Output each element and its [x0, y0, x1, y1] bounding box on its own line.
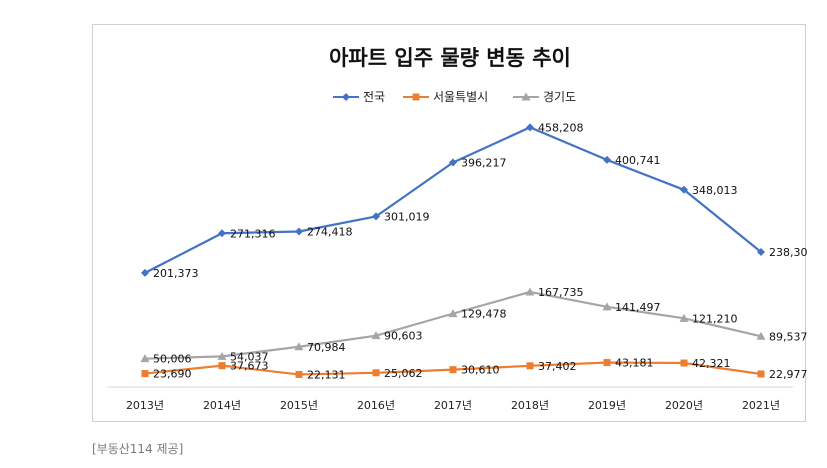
- data-point: [679, 313, 689, 322]
- image-caption: [부동산114 제공]: [92, 442, 184, 456]
- legend-marker-gyeonggi: [521, 92, 531, 101]
- data-point: [757, 370, 765, 378]
- legend-label-national: 전국: [363, 90, 385, 104]
- data-point: [218, 229, 226, 238]
- x-tick-label: 2017년: [434, 399, 472, 412]
- x-tick-label: 2016년: [357, 399, 395, 412]
- data-point: [525, 287, 535, 296]
- x-tick-label: 2018년: [511, 399, 549, 412]
- data-label: 89,537: [769, 330, 807, 343]
- data-point: [372, 212, 380, 221]
- data-label: 458,208: [538, 121, 584, 134]
- series-gyeonggi: 50,006 54,037 70,984 90,603 129,478 167,735 14…: [140, 286, 807, 366]
- data-label: 22,131: [307, 368, 346, 381]
- data-label: 400,741: [615, 154, 661, 167]
- data-label: 301,019: [384, 210, 430, 223]
- series-line-gyeonggi: [144, 290, 762, 360]
- data-point: [680, 359, 688, 367]
- data-label: 37,673: [230, 360, 269, 373]
- data-label: 42,321: [692, 357, 731, 370]
- data-label: 167,735: [538, 286, 584, 299]
- data-label: 22,977: [769, 368, 807, 381]
- data-point: [141, 268, 149, 277]
- data-point: [372, 369, 380, 377]
- data-label: 238,301: [769, 246, 807, 259]
- data-point: [448, 309, 458, 318]
- x-tick-labels: 2013년 2014년 2015년 2016년 2017년 2018년 2019년 2020년…: [126, 399, 780, 412]
- data-point: [756, 331, 766, 340]
- data-point: [680, 185, 688, 194]
- x-tick-label: 2021년: [742, 399, 780, 412]
- series-line-national: [144, 126, 762, 274]
- data-point: [526, 123, 534, 132]
- data-label: 129,478: [461, 308, 507, 321]
- data-label: 348,013: [692, 184, 738, 197]
- data-label: 90,603: [384, 330, 423, 343]
- data-label: 30,610: [461, 364, 500, 377]
- series-layer: 201,373 271,316 274,418 301,019 396,217 458,2…: [140, 121, 807, 381]
- x-tick-label: 2013년: [126, 399, 164, 412]
- data-point: [449, 158, 457, 167]
- legend-marker-seoul: [412, 93, 420, 101]
- data-point: [603, 155, 611, 164]
- chart-frame: 아파트 입주 물량 변동 추이 전국 서울특별시 경기도 201,373 271,31…: [92, 24, 807, 422]
- x-tick-label: 2014년: [203, 399, 241, 412]
- x-tick-label: 2020년: [665, 399, 703, 412]
- data-point: [757, 247, 765, 256]
- data-point: [295, 370, 303, 378]
- data-point: [603, 359, 611, 367]
- data-point: [141, 370, 149, 378]
- data-label: 43,181: [615, 357, 654, 370]
- data-point: [602, 302, 612, 311]
- data-label: 271,316: [230, 227, 276, 240]
- data-label: 274,418: [307, 225, 353, 238]
- data-point: [526, 362, 534, 370]
- data-label: 23,690: [153, 368, 192, 381]
- data-point: [295, 227, 303, 236]
- data-point: [371, 331, 381, 340]
- data-point: [218, 362, 226, 370]
- data-point: [449, 366, 457, 374]
- data-label: 201,373: [153, 267, 199, 280]
- series-national: 201,373 271,316 274,418 301,019 396,217 458,2…: [141, 121, 807, 280]
- data-label: 50,006: [153, 353, 192, 366]
- series-seoul: 23,690 37,673 22,131 25,062 30,610 37,402 43,1…: [141, 357, 807, 381]
- data-label: 54,037: [230, 350, 269, 363]
- data-point: [140, 354, 150, 363]
- data-point: [217, 351, 227, 360]
- legend: 전국 서울특별시 경기도: [333, 90, 576, 104]
- data-label: 396,217: [461, 156, 507, 169]
- data-label: 37,402: [538, 360, 577, 373]
- data-label: 141,497: [615, 301, 661, 314]
- line-chart: 아파트 입주 물량 변동 추이 전국 서울특별시 경기도 201,373 271,31…: [107, 46, 807, 412]
- legend-label-seoul: 서울특별시: [433, 90, 488, 104]
- data-label: 70,984: [307, 341, 346, 354]
- x-tick-label: 2019년: [588, 399, 626, 412]
- data-label: 121,210: [692, 312, 738, 325]
- chart-title: 아파트 입주 물량 변동 추이: [329, 46, 571, 70]
- data-label: 25,062: [384, 367, 423, 380]
- x-tick-label: 2015년: [280, 399, 318, 412]
- data-point: [294, 342, 304, 351]
- legend-marker-national: [342, 93, 350, 101]
- legend-label-gyeonggi: 경기도: [543, 90, 576, 104]
